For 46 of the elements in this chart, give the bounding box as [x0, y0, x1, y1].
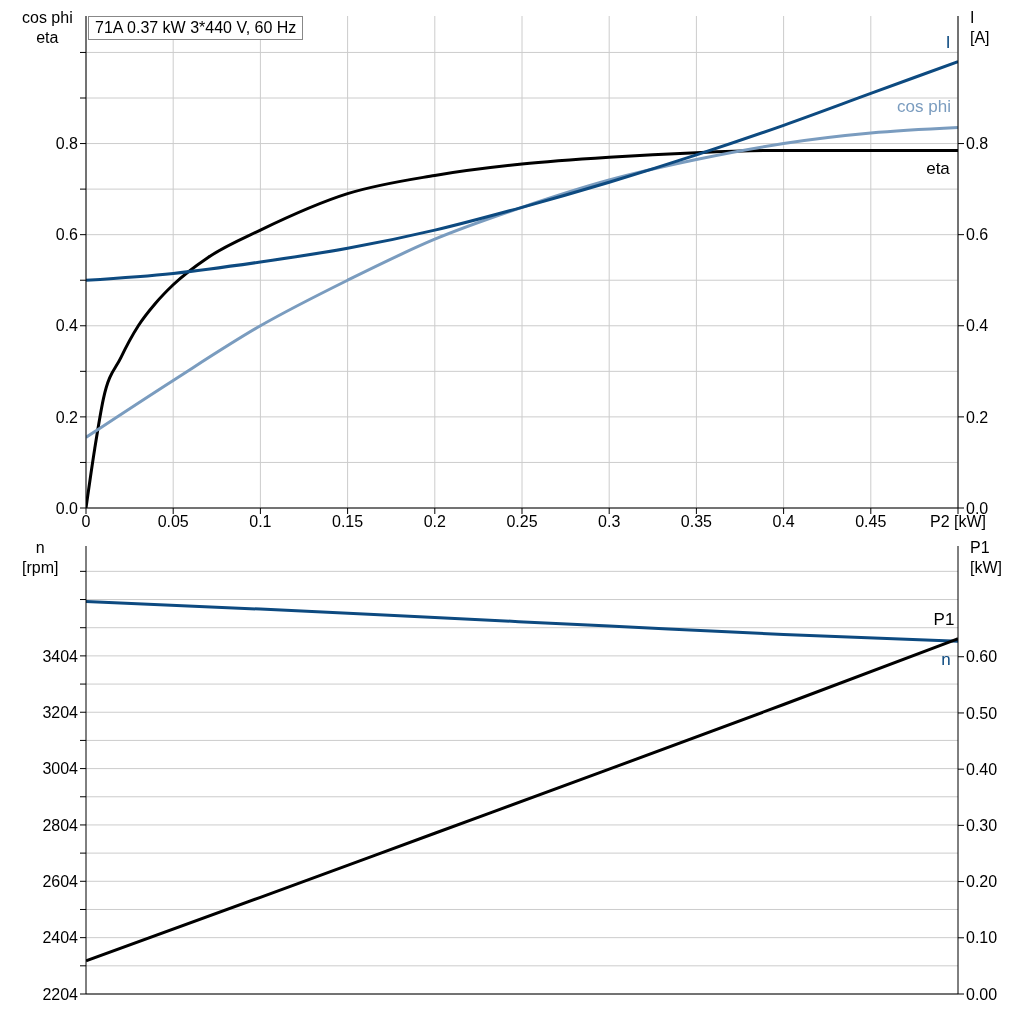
series-label: cos phi — [897, 96, 951, 116]
y2-tick-label: 0.30 — [966, 817, 998, 835]
y2-tick-label: 0.2 — [966, 408, 989, 426]
y-tick-label: 2604 — [42, 872, 79, 890]
y-tick-label: 0.2 — [55, 408, 79, 426]
y-tick-label: 3404 — [42, 647, 79, 665]
x-tick-label: 0.4 — [772, 513, 795, 531]
y2-tick-label: 0.8 — [966, 135, 989, 153]
x-tick-label: 0 — [81, 513, 91, 531]
y-axis-title: cos phi eta — [22, 8, 73, 48]
x-tick-label: 0.05 — [157, 513, 189, 531]
x-tick-label: 0.25 — [506, 513, 538, 531]
x-tick-label: 0.15 — [332, 513, 364, 531]
line-series — [86, 60, 958, 282]
series-label: I — [945, 32, 951, 52]
x-tick-label: 0.45 — [855, 513, 887, 531]
y-tick-label: 0.4 — [55, 317, 79, 335]
series-label: P1 — [933, 609, 955, 629]
y-axis-title: n [rpm] — [22, 538, 59, 578]
x-tick-label: P2 [kW] — [929, 513, 987, 531]
x-tick-label: 0.1 — [249, 513, 272, 531]
series-label: n — [941, 650, 951, 670]
y-tick-label: 2804 — [42, 816, 79, 834]
series-label: eta — [926, 159, 951, 179]
x-tick-label: 0.2 — [423, 513, 447, 531]
y2-tick-label: 0.00 — [966, 985, 998, 1003]
y2-tick-label: 0.6 — [966, 226, 989, 244]
chart-title: 71A 0.37 kW 3*440 V, 60 Hz — [88, 16, 304, 40]
y-tick-label: 2204 — [42, 985, 79, 1003]
y2-tick-label: 0.20 — [966, 873, 998, 891]
y2-axis-title: P1 [kW] — [970, 538, 1002, 578]
y2-axis-title: I [A] — [970, 8, 990, 48]
y-tick-label: 0.0 — [55, 499, 79, 517]
y2-tick-label: 0.50 — [966, 704, 998, 722]
y-tick-label: 0.6 — [55, 226, 79, 244]
y-tick-label: 3004 — [42, 760, 79, 778]
y-tick-label: 3204 — [42, 703, 79, 721]
y2-tick-label: 0.40 — [966, 760, 998, 778]
x-tick-label: 0.35 — [680, 513, 713, 531]
y2-tick-label: 0.60 — [966, 648, 998, 666]
y2-tick-label: 0.4 — [966, 317, 989, 335]
y-tick-label: 2404 — [42, 929, 79, 947]
line-series — [86, 600, 958, 643]
y2-tick-label: 0.10 — [966, 929, 998, 947]
x-tick-label: 0.3 — [598, 513, 621, 531]
y-tick-label: 0.8 — [55, 135, 79, 153]
